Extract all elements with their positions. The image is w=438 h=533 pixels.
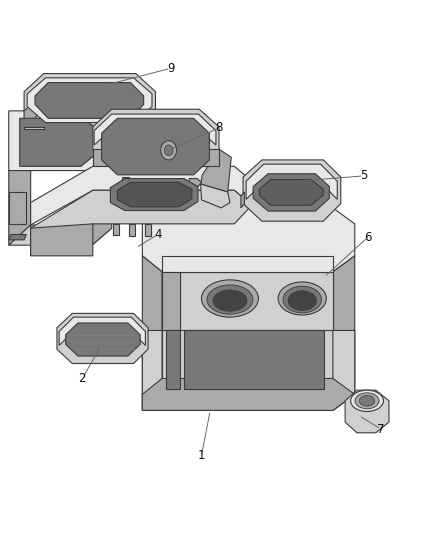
Polygon shape [142, 378, 355, 410]
Polygon shape [253, 174, 329, 211]
Text: 4: 4 [154, 228, 162, 241]
Polygon shape [142, 256, 162, 410]
Polygon shape [31, 166, 252, 228]
Polygon shape [35, 83, 144, 118]
Ellipse shape [201, 280, 258, 317]
Polygon shape [162, 256, 333, 272]
Polygon shape [184, 330, 324, 389]
Polygon shape [345, 390, 389, 433]
Polygon shape [333, 256, 355, 410]
Text: 6: 6 [364, 231, 372, 244]
Polygon shape [93, 149, 219, 166]
Polygon shape [31, 190, 252, 256]
Polygon shape [9, 225, 112, 245]
Polygon shape [66, 323, 140, 356]
Polygon shape [189, 179, 201, 188]
Polygon shape [259, 180, 323, 205]
Polygon shape [162, 272, 180, 330]
Text: 5: 5 [360, 169, 367, 182]
Polygon shape [241, 192, 244, 208]
Polygon shape [117, 182, 192, 207]
Polygon shape [102, 118, 209, 175]
Ellipse shape [213, 290, 247, 311]
Polygon shape [166, 330, 180, 389]
Polygon shape [27, 78, 152, 123]
Polygon shape [162, 272, 333, 394]
Polygon shape [9, 235, 26, 240]
Polygon shape [59, 317, 145, 345]
Polygon shape [9, 111, 112, 171]
Polygon shape [94, 114, 216, 145]
Text: 2: 2 [78, 372, 86, 385]
Polygon shape [201, 149, 231, 192]
Text: 1: 1 [198, 449, 205, 462]
Polygon shape [93, 109, 219, 166]
Ellipse shape [207, 285, 253, 314]
Polygon shape [113, 224, 119, 235]
Polygon shape [9, 192, 26, 224]
Polygon shape [122, 177, 129, 187]
Ellipse shape [278, 282, 326, 315]
Text: 9: 9 [167, 62, 175, 75]
Polygon shape [180, 272, 333, 330]
Text: 7: 7 [377, 423, 385, 435]
Polygon shape [201, 184, 230, 208]
Polygon shape [243, 160, 341, 221]
Ellipse shape [288, 290, 316, 310]
Circle shape [161, 141, 177, 160]
Polygon shape [145, 179, 152, 188]
Polygon shape [20, 118, 99, 166]
Polygon shape [57, 313, 148, 364]
Circle shape [164, 145, 173, 156]
Text: 8: 8 [215, 122, 223, 134]
Polygon shape [166, 179, 174, 188]
Polygon shape [145, 224, 151, 236]
Polygon shape [24, 74, 155, 129]
Polygon shape [129, 224, 135, 236]
Polygon shape [9, 150, 31, 245]
Ellipse shape [355, 393, 379, 409]
Polygon shape [92, 154, 112, 245]
Polygon shape [142, 330, 355, 410]
Polygon shape [246, 164, 337, 199]
Polygon shape [31, 224, 93, 256]
Polygon shape [24, 127, 44, 129]
Ellipse shape [350, 390, 384, 411]
Polygon shape [110, 179, 198, 211]
Polygon shape [142, 208, 355, 272]
Ellipse shape [283, 286, 321, 313]
Polygon shape [24, 96, 40, 127]
Ellipse shape [359, 395, 374, 406]
